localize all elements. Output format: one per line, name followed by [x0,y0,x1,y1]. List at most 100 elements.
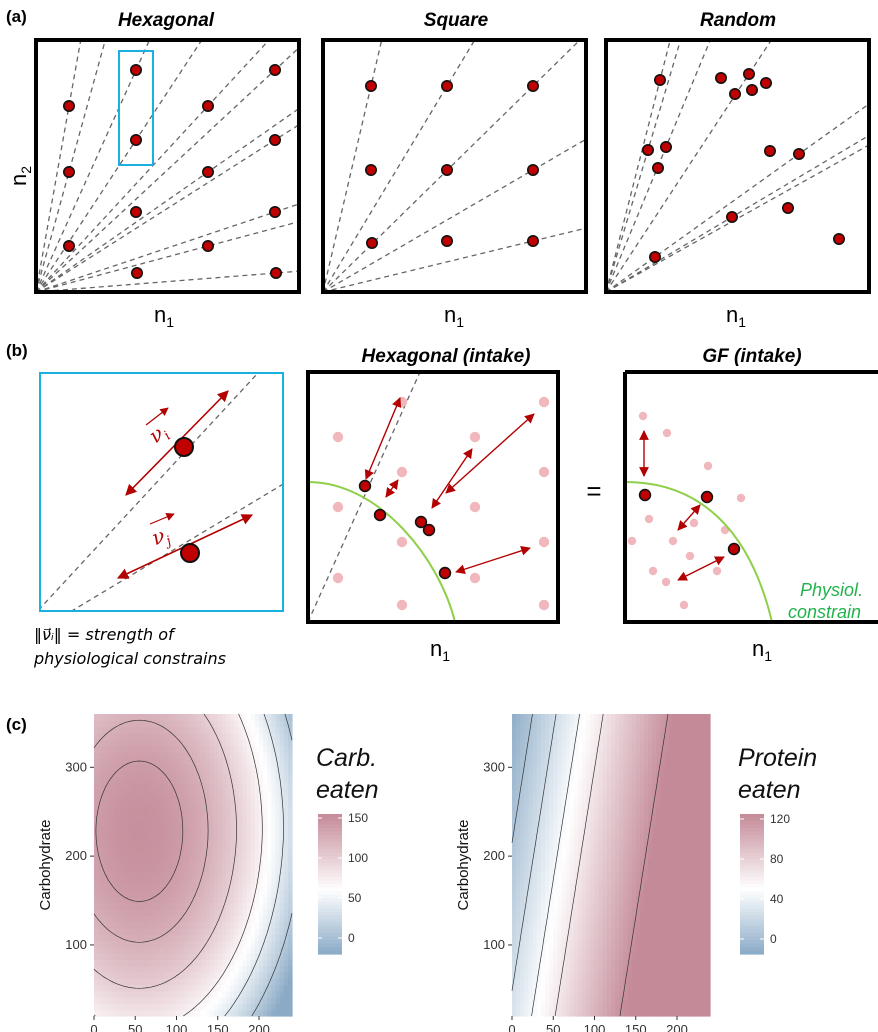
heatmap-cell [536,1009,542,1017]
heatmap-cell [602,745,608,753]
heatmap-cell [635,953,641,960]
heatmap-cell [226,827,231,835]
heatmap-cell [582,909,587,916]
heatmap-cell [652,946,657,954]
heatmap-cell [143,833,149,841]
x-tick-label: 150 [207,1022,229,1032]
heatmap-cell [520,915,525,923]
heatmap-cell [631,965,637,973]
heatmap-cell [631,820,637,828]
heatmap-cell [656,965,662,973]
heatmap-cell [197,732,202,740]
heatmap-cell [143,896,149,904]
heatmap-cell [94,934,99,942]
heatmap-cell [176,1009,182,1017]
heatmap-cell [180,732,186,740]
heatmap-cell [693,720,699,728]
heatmap-cell [656,1009,662,1017]
heatmap-cell [110,927,116,935]
heatmap-cell [582,959,587,967]
heatmap-cell [615,852,620,860]
heatmap-cell [155,940,161,948]
heatmap-cell [619,959,624,967]
heatmap-cell [127,921,132,929]
heatmap-cell [201,1009,206,1017]
heatmap-cell [623,1009,629,1017]
faded-point [332,431,344,443]
heatmap-cell [242,997,248,1005]
heatmap-cell [118,776,124,784]
heatmap-cell [143,877,149,885]
heatmap-cell [114,776,120,784]
heatmap-cell [263,764,268,772]
heatmap-cell [635,789,641,797]
heatmap-cell [197,827,202,835]
heatmap-cell [98,783,103,791]
heatmap-cell [561,909,567,916]
heatmap-cell [615,927,620,935]
heatmap-cell [536,795,542,803]
heatmap-cell [631,795,637,803]
heatmap-cell [668,953,674,960]
heatmap-cell [279,978,285,986]
dashed-ray [323,138,586,292]
heatmap-cell [122,783,128,791]
heatmap-cell [672,934,678,942]
heatmap-cell [131,846,136,854]
heatmap-cell [652,852,657,860]
heatmap-cell [201,770,206,778]
heatmap-cell [578,959,583,967]
heatmap-cell [520,776,525,784]
heatmap-cell [234,720,239,728]
heatmap-cell [147,751,153,759]
heatmap-cell [685,990,690,998]
heatmap-cell [176,802,182,809]
heatmap-cell [590,852,596,860]
heatmap-cell [135,953,140,960]
lattice-point [651,162,664,175]
heatmap-cell [606,808,612,816]
heatmap-cell [586,764,591,772]
heatmap-cell [701,789,707,797]
heatmap-cell [569,808,575,816]
heatmap-cell [627,833,633,841]
heatmap-cell [639,776,645,784]
heatmap-cell [611,883,616,891]
heatmap-cell [221,827,227,835]
heatmap-cell [689,714,695,721]
legend-swatch [318,838,342,843]
heatmap-cell [693,732,699,740]
heatmap-cell [267,783,272,791]
heatmap-cell [221,959,227,967]
legend-swatch [318,922,342,927]
heatmap-cell [590,927,596,935]
heatmap-cell [106,1003,112,1011]
heatmap-cell [176,852,182,860]
heatmap-cell [118,877,124,885]
heatmap-cell [569,814,575,822]
heatmap-cell [238,858,244,866]
heatmap-cell [155,971,161,979]
lattice-point [130,206,143,219]
heatmap-cell [143,814,149,822]
heatmap-cell [545,902,550,910]
heatmap-cell [106,953,112,960]
heatmap-cell [582,927,587,935]
heatmap-cell [681,934,686,942]
heatmap-cell [234,745,239,753]
heatmap-cell [524,732,530,740]
heatmap-cell [168,953,173,960]
heatmap-cell [205,739,211,747]
heatmap-cell [615,827,620,835]
heatmap-cell [578,739,583,747]
heatmap-cell [528,978,534,986]
heatmap-cell [250,978,256,986]
heatmap-cell [553,909,558,916]
heatmap-cell [201,883,206,891]
heatmap-cell [557,927,563,935]
heatmap-cell [644,971,649,979]
heatmap-cell [672,758,678,765]
heatmap-cell [705,940,711,948]
heatmap-cell [254,739,260,747]
dashed-ray [323,40,581,292]
